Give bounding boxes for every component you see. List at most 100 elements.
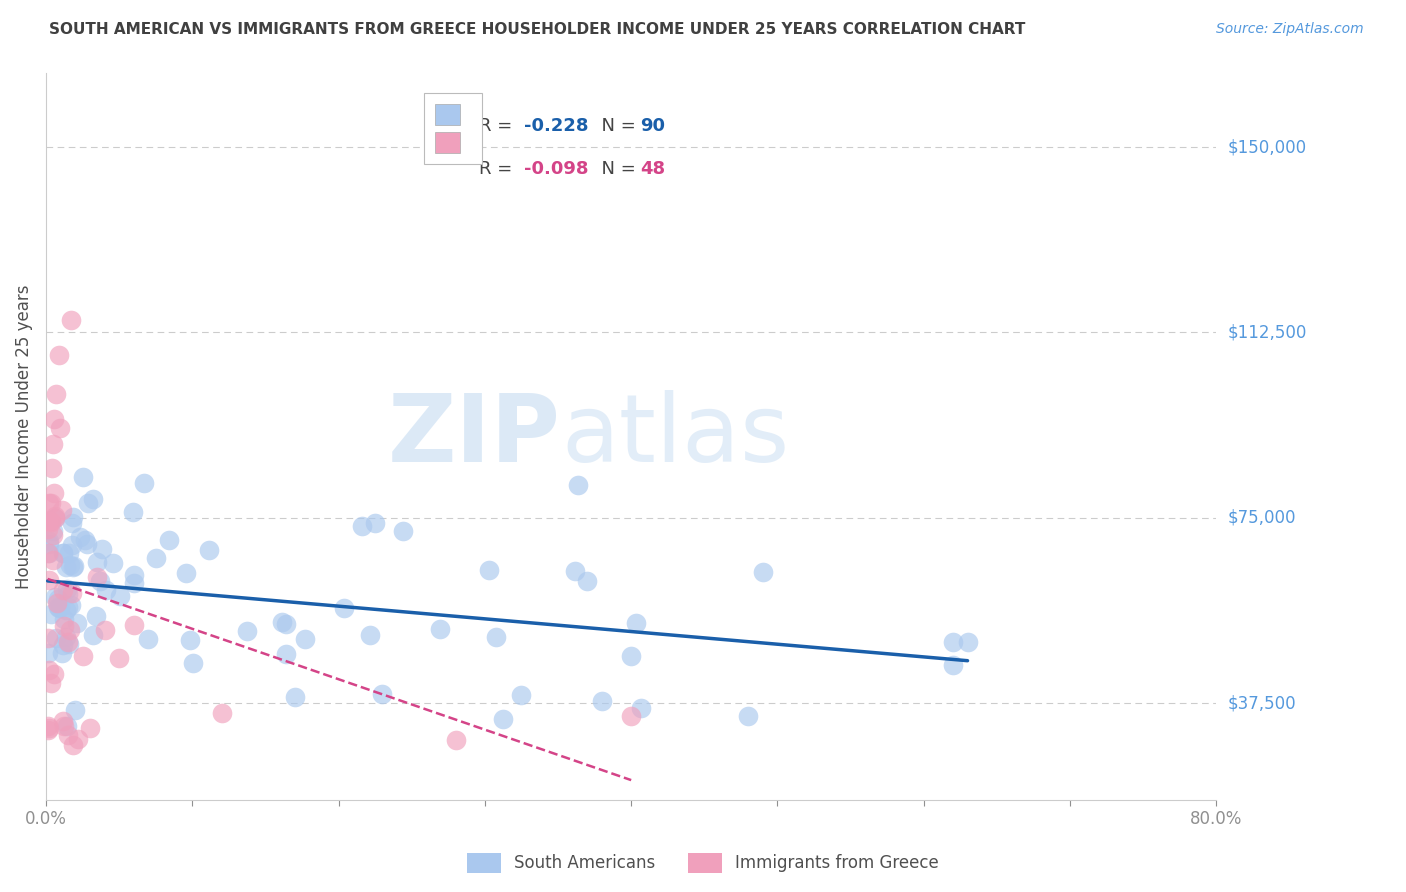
Point — [101, 557, 124, 571]
Text: -0.098: -0.098 — [523, 161, 588, 178]
Point — [52, 714, 75, 729]
Point — [211, 706, 233, 720]
Point — [122, 575, 145, 590]
Point — [39, 676, 62, 690]
Point — [270, 615, 292, 630]
Point — [44, 590, 66, 604]
Point — [179, 632, 201, 647]
Point — [59, 313, 82, 327]
Point — [591, 694, 613, 708]
Point — [46, 600, 69, 615]
Point — [55, 630, 77, 644]
Point — [42, 666, 65, 681]
Text: 48: 48 — [641, 161, 665, 178]
Point — [79, 721, 101, 735]
Point — [183, 656, 205, 670]
Point — [509, 689, 531, 703]
Point — [42, 553, 65, 567]
Point — [108, 651, 131, 665]
Point — [63, 559, 86, 574]
Point — [52, 619, 75, 633]
Point — [56, 635, 79, 649]
Point — [58, 546, 80, 560]
Legend: , : , — [423, 93, 481, 163]
Point — [75, 533, 97, 547]
Point — [65, 703, 87, 717]
Point — [46, 596, 69, 610]
Point — [72, 648, 94, 663]
Point — [39, 514, 62, 528]
Text: Source: ZipAtlas.com: Source: ZipAtlas.com — [1216, 22, 1364, 37]
Text: atlas: atlas — [561, 391, 789, 483]
Point — [62, 510, 84, 524]
Point — [48, 348, 70, 362]
Point — [67, 732, 90, 747]
Point — [576, 574, 599, 588]
Point — [58, 637, 80, 651]
Point — [62, 560, 84, 574]
Point — [350, 519, 373, 533]
Point — [564, 564, 586, 578]
Point — [620, 708, 643, 723]
Point — [44, 510, 66, 524]
Point — [58, 600, 80, 615]
Legend: South Americans, Immigrants from Greece: South Americans, Immigrants from Greece — [461, 847, 945, 880]
Point — [108, 590, 131, 604]
Point — [44, 510, 66, 524]
Point — [52, 718, 75, 732]
Point — [630, 700, 652, 714]
Point — [942, 634, 965, 648]
Point — [46, 591, 69, 606]
Point — [51, 646, 73, 660]
Point — [37, 522, 59, 536]
Point — [492, 712, 515, 726]
Point — [37, 646, 59, 660]
Point — [294, 632, 316, 646]
Point — [38, 496, 60, 510]
Point — [38, 533, 60, 548]
Point — [429, 622, 451, 636]
Point — [38, 546, 60, 560]
Point — [42, 412, 65, 426]
Point — [942, 657, 965, 672]
Point — [235, 624, 257, 639]
Point — [59, 558, 82, 572]
Point — [364, 516, 387, 530]
Point — [752, 566, 775, 580]
Point — [626, 615, 648, 630]
Point — [52, 582, 75, 597]
Point — [86, 570, 108, 584]
Point — [121, 505, 143, 519]
Point — [359, 628, 381, 642]
Point — [620, 648, 643, 663]
Point — [122, 568, 145, 582]
Point — [41, 496, 63, 510]
Point — [72, 470, 94, 484]
Text: R =: R = — [479, 117, 517, 135]
Point — [485, 630, 508, 644]
Point — [49, 599, 72, 614]
Point — [174, 566, 197, 580]
Text: R =: R = — [479, 161, 517, 178]
Point — [44, 486, 66, 500]
Point — [52, 546, 75, 560]
Point — [41, 461, 63, 475]
Point — [478, 562, 501, 576]
Point — [276, 648, 298, 662]
Point — [38, 537, 60, 551]
Point — [55, 603, 77, 617]
Point — [38, 663, 60, 677]
Point — [76, 536, 98, 550]
Point — [37, 719, 59, 733]
Text: SOUTH AMERICAN VS IMMIGRANTS FROM GREECE HOUSEHOLDER INCOME UNDER 25 YEARS CORRE: SOUTH AMERICAN VS IMMIGRANTS FROM GREECE… — [49, 22, 1025, 37]
Text: -0.228: -0.228 — [523, 117, 588, 135]
Point — [132, 476, 155, 491]
Point — [37, 545, 59, 559]
Point — [76, 496, 98, 510]
Point — [55, 582, 77, 596]
Text: N =: N = — [591, 161, 641, 178]
Point — [42, 527, 65, 541]
Point — [52, 546, 75, 560]
Point — [333, 601, 356, 615]
Point — [42, 524, 65, 538]
